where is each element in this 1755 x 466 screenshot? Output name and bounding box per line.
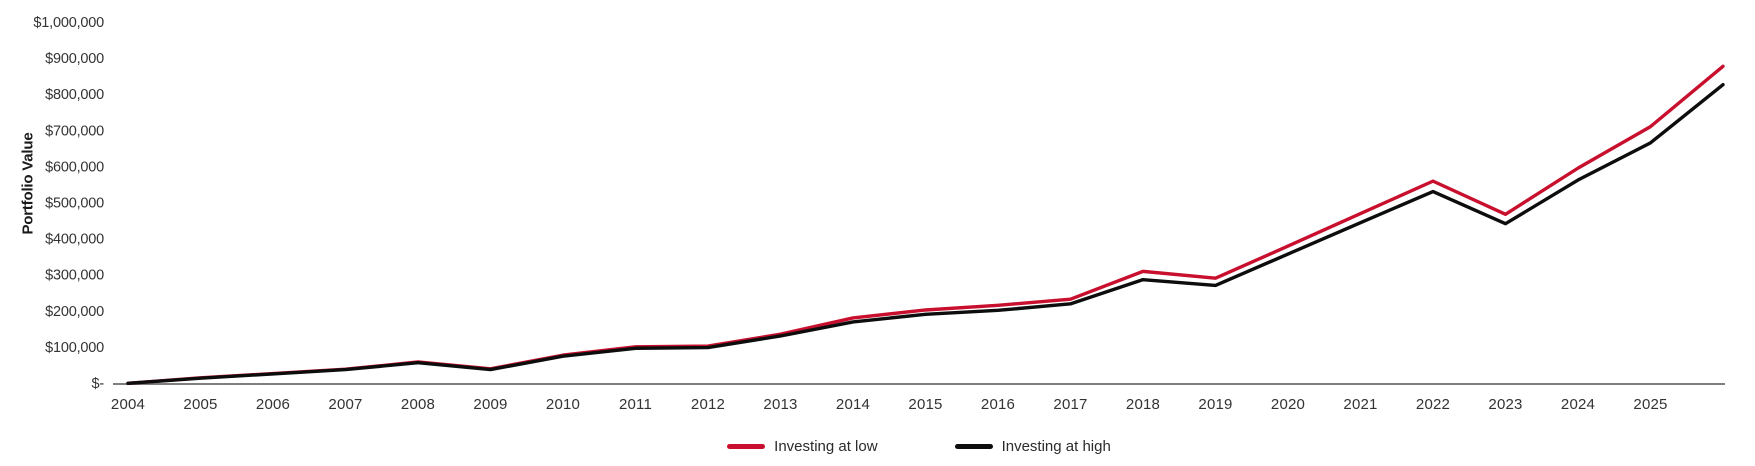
x-tick-label: 2013 xyxy=(763,396,797,413)
x-tick-label: 2007 xyxy=(328,396,362,413)
x-tick-label: 2009 xyxy=(473,396,507,413)
y-axis-tick-labels: $1,000,000 $900,000 $800,000 $700,000 $600,0… xyxy=(33,15,104,392)
x-tick-label: 2025 xyxy=(1633,396,1667,413)
y-tick-label: $500,000 xyxy=(45,196,104,212)
legend-label-investing-at-high: Investing at high xyxy=(1001,437,1111,455)
x-tick-label: 2020 xyxy=(1271,396,1305,413)
legend-line-swatch-high xyxy=(954,443,993,449)
legend-line-swatch-low xyxy=(727,443,766,449)
x-tick-label: 2011 xyxy=(619,396,652,413)
x-tick-label: 2012 xyxy=(691,396,725,413)
y-tick-label: $600,000 xyxy=(45,159,104,175)
data-series-lines xyxy=(126,64,1725,385)
y-axis-title: Portfolio Value xyxy=(19,132,37,235)
y-tick-label: $300,000 xyxy=(45,268,104,284)
x-tick-label: 2019 xyxy=(1198,396,1232,413)
legend: Investing at low Investing at high xyxy=(113,433,1725,459)
x-tick-label: 2005 xyxy=(183,396,217,413)
x-tick-label: 2018 xyxy=(1126,396,1160,413)
x-tick-label: 2017 xyxy=(1053,396,1087,413)
y-tick-label: $- xyxy=(92,376,105,392)
legend-item-investing-at-low: Investing at low xyxy=(727,437,878,455)
y-tick-label: $1,000,000 xyxy=(33,15,104,31)
legend-item-investing-at-high: Investing at high xyxy=(954,437,1111,455)
x-tick-label: 2024 xyxy=(1561,396,1595,413)
series-line-investing-at-low xyxy=(126,64,1725,385)
x-tick-label: 2016 xyxy=(981,396,1015,413)
y-tick-label: $900,000 xyxy=(45,51,104,67)
legend-label-investing-at-low: Investing at low xyxy=(774,437,878,455)
x-tick-label: 2004 xyxy=(111,396,145,413)
x-tick-label: 2015 xyxy=(908,396,942,413)
y-tick-label: $100,000 xyxy=(45,340,104,356)
x-tick-label: 2021 xyxy=(1343,396,1377,413)
x-tick-label: 2022 xyxy=(1416,396,1450,413)
x-axis-tick-labels: 2004 2005 2006 2007 2008 2009 2010 2011 2012 2013… xyxy=(111,396,1667,413)
y-tick-label: $700,000 xyxy=(45,123,104,139)
x-tick-label: 2008 xyxy=(401,396,435,413)
series-line-investing-at-high xyxy=(126,83,1725,385)
y-tick-label: $400,000 xyxy=(45,232,104,248)
x-tick-label: 2014 xyxy=(836,396,870,413)
x-tick-label: 2006 xyxy=(256,396,290,413)
x-tick-label: 2023 xyxy=(1488,396,1522,413)
y-tick-label: $200,000 xyxy=(45,304,104,320)
y-tick-label: $800,000 xyxy=(45,87,104,103)
x-tick-label: 2010 xyxy=(546,396,580,413)
